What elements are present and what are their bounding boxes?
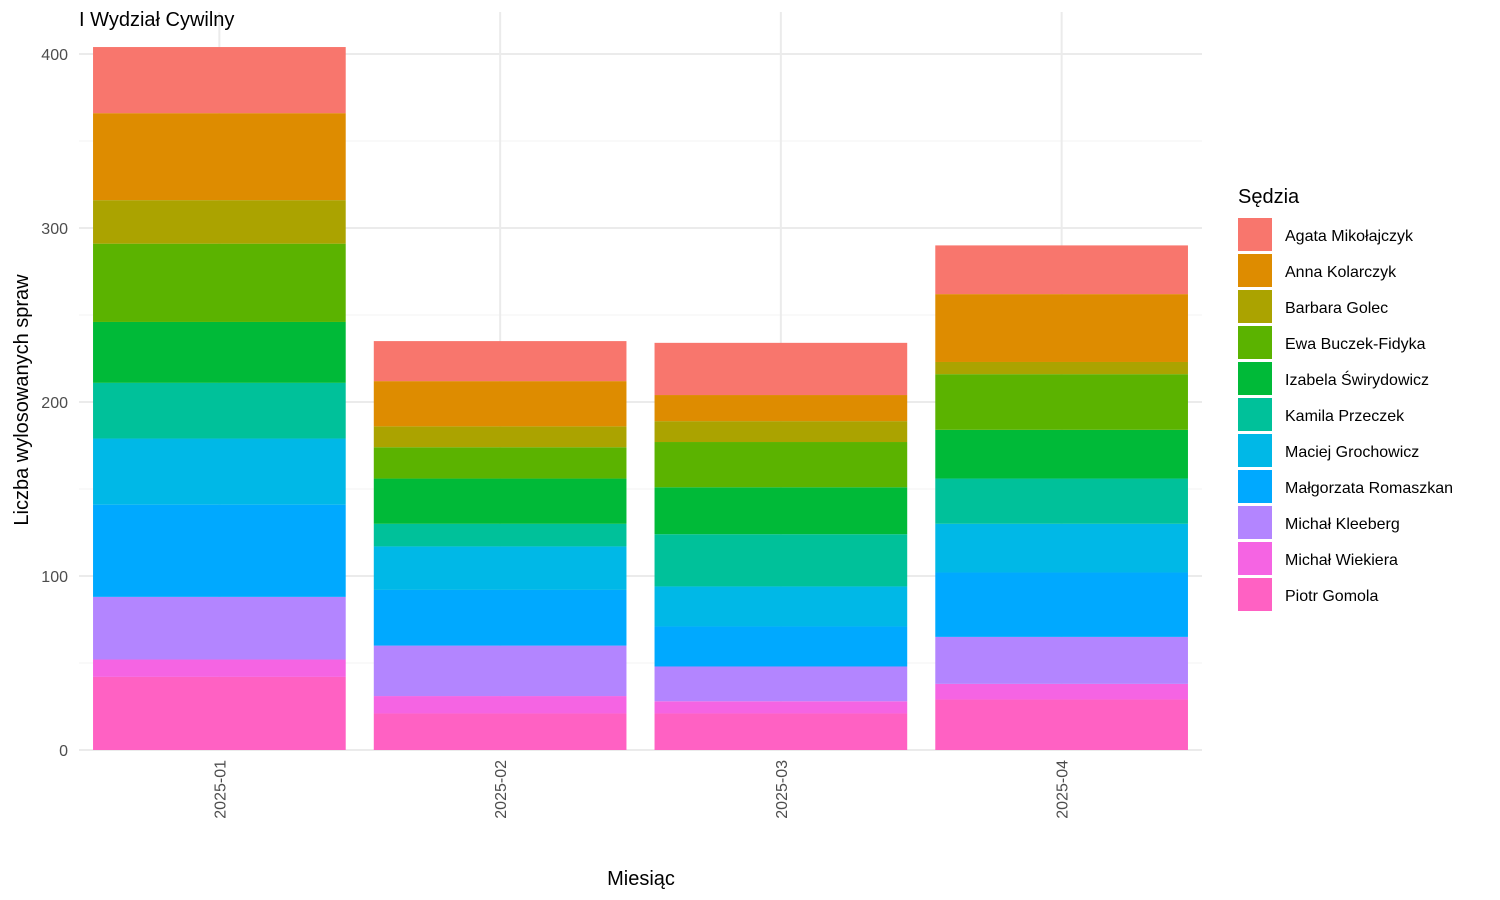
legend-label: Kamila Przeczek bbox=[1285, 408, 1405, 425]
bar-segment bbox=[654, 421, 908, 443]
bar-segment bbox=[654, 442, 908, 488]
bar-segment bbox=[935, 245, 1188, 295]
bar-segment bbox=[935, 636, 1188, 684]
y-tick-label: 300 bbox=[41, 221, 68, 238]
bar-segment bbox=[935, 374, 1188, 430]
bar-segment bbox=[93, 47, 346, 114]
bar-segment bbox=[373, 381, 627, 427]
bar-segment bbox=[654, 487, 908, 535]
legend: Sędzia Agata Mikołajczyk Anna Kolarczyk Ba… bbox=[1238, 186, 1453, 611]
bar-segment bbox=[373, 696, 627, 714]
bar-segment bbox=[373, 523, 627, 547]
bar-segment bbox=[373, 645, 627, 697]
legend-label: Piotr Gomola bbox=[1285, 588, 1378, 605]
y-tick-label: 200 bbox=[41, 395, 68, 412]
bar-segment bbox=[935, 572, 1188, 637]
bar-segment bbox=[654, 586, 908, 627]
legend-label: Małgorzata Romaszkan bbox=[1285, 480, 1453, 497]
chart-title: I Wydział Cywilny bbox=[79, 9, 234, 31]
bar-segment bbox=[93, 676, 346, 750]
x-axis-title: Miesiąc bbox=[607, 868, 675, 890]
x-tick-label: 2025-04 bbox=[1055, 760, 1072, 819]
legend-swatch bbox=[1238, 254, 1272, 287]
bar-segment bbox=[654, 626, 908, 667]
bar-segment bbox=[93, 200, 346, 244]
legend-swatch bbox=[1238, 290, 1272, 323]
x-axis-ticks: 2025-01 2025-02 2025-03 2025-04 bbox=[212, 760, 1071, 819]
bar-segment bbox=[654, 666, 908, 702]
legend-label: Barbara Golec bbox=[1285, 300, 1388, 317]
bar-segment bbox=[654, 701, 908, 714]
bar-segment bbox=[654, 713, 908, 750]
legend-swatch bbox=[1238, 218, 1272, 251]
bar-segment bbox=[654, 342, 908, 396]
legend-swatch bbox=[1238, 398, 1272, 431]
y-tick-label: 400 bbox=[41, 47, 68, 64]
legend-label: Maciej Grochowicz bbox=[1285, 444, 1419, 461]
bar-segment bbox=[93, 504, 346, 597]
x-tick-label: 2025-01 bbox=[212, 760, 229, 819]
legend-swatch bbox=[1238, 542, 1272, 575]
legend-swatch bbox=[1238, 362, 1272, 395]
bar-segment bbox=[373, 713, 627, 750]
bar-segment bbox=[373, 447, 627, 479]
legend-swatch bbox=[1238, 326, 1272, 359]
bar-segment bbox=[93, 382, 346, 439]
bar-segment bbox=[935, 429, 1188, 479]
bar-segment bbox=[373, 426, 627, 448]
bar-segment bbox=[935, 294, 1188, 362]
legend-swatch bbox=[1238, 470, 1272, 503]
legend-label: Michał Kleeberg bbox=[1285, 516, 1400, 533]
bar-segment bbox=[654, 395, 908, 422]
bar-segment bbox=[93, 243, 346, 322]
bar-segment bbox=[93, 321, 346, 383]
legend-label: Ewa Buczek-Fidyka bbox=[1285, 336, 1426, 353]
bar-segment bbox=[935, 683, 1188, 700]
bar-segment bbox=[373, 546, 627, 590]
bar-segment bbox=[373, 589, 627, 646]
legend-label: Michał Wiekiera bbox=[1285, 552, 1398, 569]
bar-segment bbox=[93, 438, 346, 505]
bar-segment bbox=[373, 341, 627, 382]
legend-label: Agata Mikołajczyk bbox=[1285, 228, 1414, 245]
bar-segment bbox=[935, 361, 1188, 375]
legend-swatch bbox=[1238, 578, 1272, 611]
x-tick-label: 2025-02 bbox=[493, 760, 510, 819]
legend-swatch bbox=[1238, 506, 1272, 539]
legend-swatch bbox=[1238, 434, 1272, 467]
bar-segment bbox=[654, 534, 908, 587]
bar-segment bbox=[93, 596, 346, 660]
legend-label: Anna Kolarczyk bbox=[1285, 264, 1397, 281]
bar-segment bbox=[935, 523, 1188, 573]
bar-segment bbox=[373, 478, 627, 524]
bar-segment bbox=[935, 478, 1188, 524]
y-axis-title: Liczba wylosowanych spraw bbox=[11, 274, 33, 526]
bar-segment bbox=[93, 659, 346, 677]
bar-segment bbox=[935, 699, 1188, 750]
bars-layer bbox=[93, 47, 1188, 750]
y-axis-ticks: 0 100 200 300 400 bbox=[41, 47, 68, 760]
legend-label: Izabela Świrydowicz bbox=[1285, 370, 1429, 389]
y-tick-label: 0 bbox=[59, 743, 68, 760]
x-tick-label: 2025-03 bbox=[774, 760, 791, 819]
y-tick-label: 100 bbox=[41, 569, 68, 586]
legend-title: Sędzia bbox=[1238, 186, 1300, 208]
bar-segment bbox=[93, 113, 346, 201]
